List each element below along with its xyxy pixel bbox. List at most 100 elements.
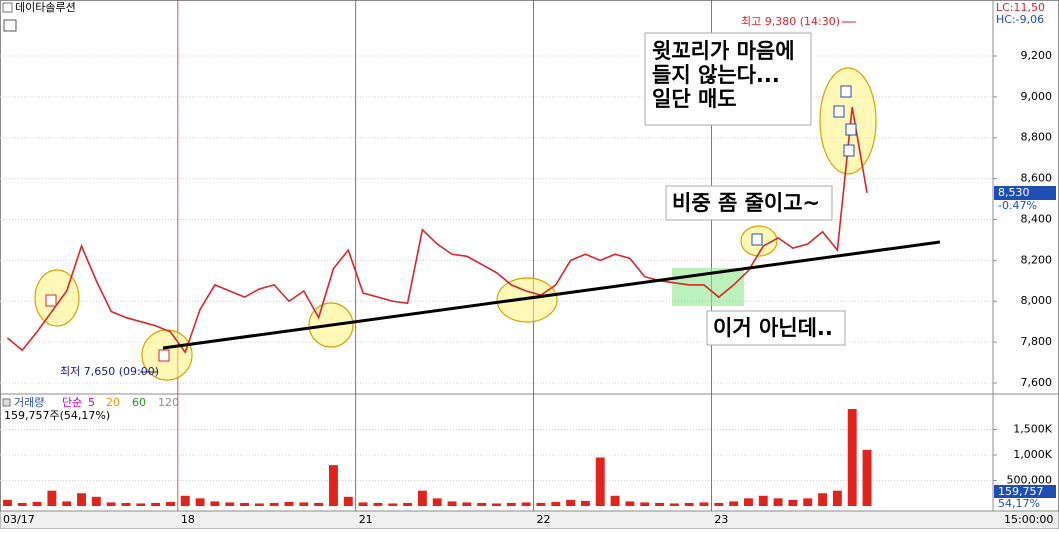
ma-legend-entry: 5 — [88, 396, 95, 409]
volume-bar — [284, 501, 294, 506]
volume-bar — [240, 502, 249, 506]
highlight-circle — [34, 269, 80, 327]
y-tick-label: 8,400 — [1021, 212, 1053, 225]
annotation-text: 윗꼬리가 마음에 — [652, 39, 795, 63]
ma-legend-entry: 120 — [158, 396, 179, 409]
ma-type: 단순 — [62, 396, 82, 409]
volume-bar — [106, 502, 116, 506]
y-tick-label: 7,800 — [1021, 335, 1053, 348]
volume-bar — [655, 502, 664, 506]
volume-bar — [329, 465, 338, 506]
volume-bar — [314, 502, 324, 506]
price-line — [6, 106, 868, 355]
volume-bar — [788, 499, 798, 506]
volume-bar — [744, 498, 753, 506]
lc-label: LC:11,50 — [996, 1, 1045, 14]
volume-bar — [492, 503, 501, 506]
volume-ratio: 54,17% — [998, 497, 1040, 510]
last-volume-box — [994, 485, 1056, 498]
y-tick-label: 8,000 — [1021, 294, 1053, 307]
high-label: 최고 9,380 (14:30) — [741, 15, 840, 28]
volume-bar — [62, 501, 72, 506]
volume-bar — [566, 499, 576, 506]
trend-line — [162, 240, 941, 350]
volume-bar — [803, 498, 813, 506]
highlight-circle — [496, 277, 558, 323]
volume-bar — [684, 502, 694, 506]
last-price: 8,530 — [998, 186, 1030, 199]
annotation-text: 비중 좀 줄이고~ — [672, 191, 820, 215]
y-tick-label: 8,600 — [1021, 172, 1053, 185]
volume-icon — [2, 398, 11, 407]
volume-bar — [136, 503, 146, 506]
volume-bar — [254, 503, 264, 506]
x-tick-label: 22 — [537, 513, 551, 526]
volume-bar — [506, 502, 516, 506]
volume-bar — [640, 502, 650, 506]
buy-marker — [45, 294, 57, 307]
stock-name: 데이타솔루션 — [15, 1, 76, 14]
volume-bar — [773, 498, 783, 506]
x-tick-label: 23 — [714, 513, 728, 526]
y-tick-label: 1,000K — [1013, 448, 1052, 461]
y-tick-label: 9,200 — [1021, 49, 1053, 62]
volume-bar — [462, 502, 472, 506]
price-change: -0.47% — [998, 199, 1037, 212]
volume-bar — [758, 495, 768, 506]
x-tick-label: 21 — [359, 513, 373, 526]
volume-bar — [2, 499, 12, 506]
last-price-box — [994, 186, 1056, 200]
volume-bar — [610, 495, 620, 506]
y-tick-label: 1,500K — [1013, 422, 1052, 435]
volume-bar — [447, 501, 457, 506]
volume-bar — [862, 449, 872, 506]
hc-label: HC:-9,06 — [996, 13, 1044, 26]
annotation-box — [644, 32, 812, 126]
last-volume: 159,757 — [998, 485, 1044, 498]
volume-bar — [121, 502, 131, 506]
volume-bar — [477, 502, 487, 506]
sell-marker — [751, 233, 763, 246]
volume-bar — [269, 502, 279, 506]
annotation-text: 들지 않는다... — [652, 63, 780, 87]
sell-marker — [843, 144, 855, 157]
volume-bar — [91, 496, 101, 506]
volume-bar — [625, 501, 635, 506]
y-tick-label: 8,800 — [1021, 131, 1053, 144]
volume-bar — [699, 502, 709, 506]
volume-bar — [432, 498, 442, 506]
sell-marker — [833, 105, 845, 118]
y-tick-label: 7,600 — [1021, 376, 1053, 389]
volume-bar — [403, 502, 413, 506]
volume-bar — [225, 502, 235, 506]
checkbox[interactable] — [2, 2, 13, 13]
annotation-box — [706, 310, 846, 346]
buy-marker — [158, 349, 170, 362]
table-icon[interactable] — [3, 19, 17, 32]
volume-bar — [343, 496, 353, 506]
low-label: 최저 7,650 (09:00) — [60, 365, 159, 378]
volume-bar — [536, 502, 546, 506]
volume-bar — [77, 493, 86, 506]
volume-bar — [669, 503, 679, 506]
volume-bar — [580, 500, 590, 506]
ma-legend-entry: 20 — [106, 396, 120, 409]
volume-bar — [195, 498, 205, 506]
volume-bar — [714, 502, 724, 506]
sell-marker — [845, 123, 857, 136]
volume-bar — [32, 501, 42, 506]
volume-bar — [17, 502, 27, 506]
volume-bar — [165, 501, 175, 506]
volume-bar — [180, 495, 190, 506]
y-tick-label: 500,000 — [1007, 473, 1053, 486]
time-label: 15:00:00 — [1004, 513, 1053, 526]
volume-bar — [417, 490, 427, 506]
annotation-box — [665, 185, 833, 221]
time-axis — [0, 510, 1059, 530]
volume-bar — [832, 490, 842, 506]
volume-bar — [818, 493, 828, 506]
annotation-text: 일단 매도 — [652, 87, 737, 111]
volume-bar — [551, 501, 561, 506]
